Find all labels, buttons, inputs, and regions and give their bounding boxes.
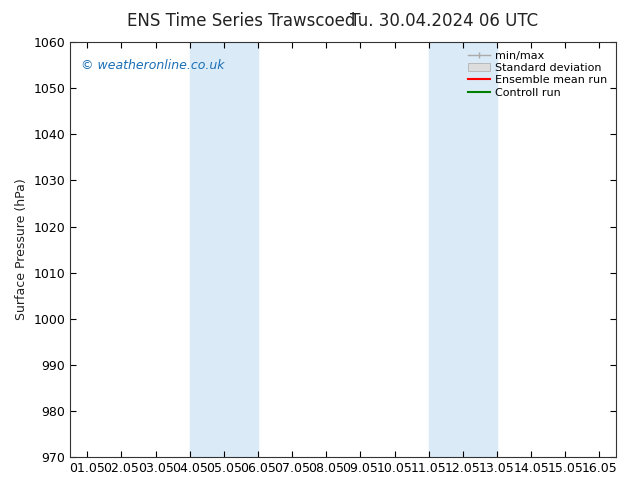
Bar (190, 42, 258, 457)
Y-axis label: Surface Pressure (hPa): Surface Pressure (hPa) (15, 179, 28, 320)
Legend: min/max, Standard deviation, Ensemble mean run, Controll run: min/max, Standard deviation, Ensemble me… (464, 48, 611, 101)
Bar (429, 42, 497, 457)
Text: © weatheronline.co.uk: © weatheronline.co.uk (81, 59, 224, 72)
Text: ENS Time Series Trawscoed: ENS Time Series Trawscoed (127, 12, 355, 30)
Text: Tu. 30.04.2024 06 UTC: Tu. 30.04.2024 06 UTC (350, 12, 538, 30)
